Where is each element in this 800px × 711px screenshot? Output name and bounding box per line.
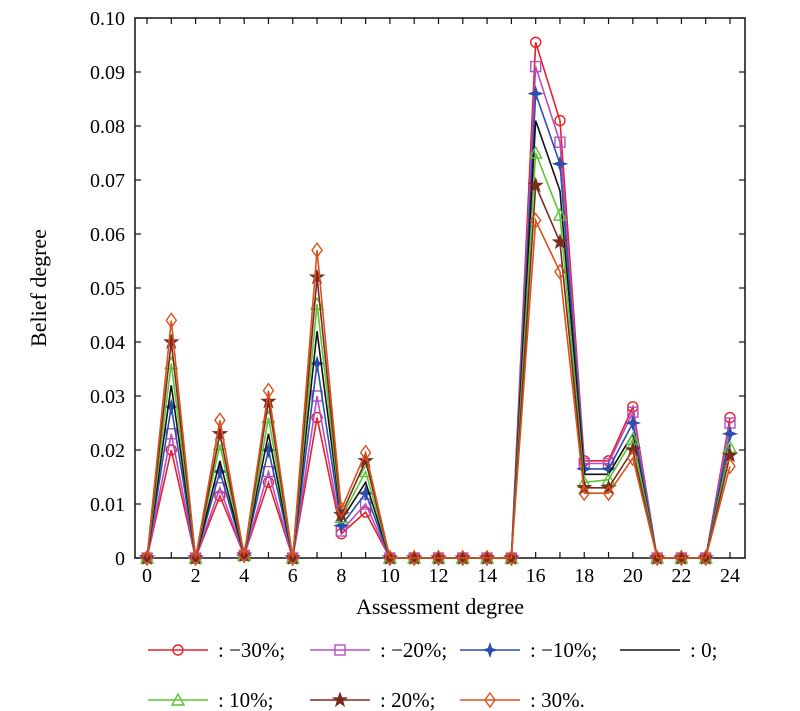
legend-label: : −20%; [380, 638, 447, 662]
data-point [308, 268, 326, 285]
data-point [214, 412, 226, 429]
data-point [211, 425, 229, 441]
data-point [651, 549, 663, 567]
data-point [141, 549, 153, 567]
data-point [529, 60, 542, 73]
legend-label: : 10%; [218, 688, 273, 711]
x-tick-label: 10 [380, 565, 400, 587]
legend-label: : 30%. [530, 688, 585, 711]
legend-entry: : −20%; [310, 638, 447, 662]
data-point [384, 549, 396, 567]
y-tick-label: 0.09 [90, 62, 125, 84]
y-tick-label: 0.10 [90, 8, 125, 30]
data-point [527, 85, 544, 102]
series-6 [141, 212, 736, 567]
legend-label: : −30%; [218, 638, 285, 662]
data-point [359, 506, 372, 518]
x-tick-label: 18 [574, 565, 594, 587]
x-axis-label: Assessment degree [356, 594, 524, 619]
data-point [408, 549, 421, 567]
data-point [554, 136, 566, 148]
data-point [624, 414, 642, 432]
legend-marker [481, 641, 499, 659]
data-point [626, 449, 639, 467]
y-tick-label: 0.06 [90, 224, 125, 246]
series-line [146, 217, 731, 559]
legend-entry: : 10%; [148, 688, 273, 711]
data-point [432, 549, 445, 567]
x-tick-label: 24 [720, 565, 740, 587]
x-tick-label: 22 [671, 565, 691, 587]
data-point [551, 233, 569, 250]
data-point [214, 490, 226, 502]
data-point [456, 549, 469, 567]
data-point [189, 549, 202, 567]
y-tick-label: 0.04 [90, 332, 125, 354]
y-axis-label: Belief degree [26, 229, 51, 347]
y-tick-label: 0.01 [90, 494, 125, 516]
y-tick-label: 0 [115, 548, 125, 570]
legend-label: : −10%; [530, 638, 597, 662]
data-point [505, 549, 518, 567]
data-point [578, 484, 591, 502]
data-point [554, 114, 566, 127]
data-point [675, 549, 688, 567]
data-point [724, 457, 736, 475]
data-point [529, 212, 542, 229]
data-point [262, 382, 275, 399]
y-tick-label: 0.07 [90, 170, 125, 192]
data-point [286, 549, 299, 567]
x-tick-label: 4 [239, 565, 249, 587]
data-point [260, 392, 277, 409]
data-point [212, 437, 228, 451]
legend-entry: : 30%. [460, 688, 585, 711]
data-point [699, 549, 712, 567]
legend-entry: : 20%; [310, 688, 435, 711]
data-point [238, 547, 251, 564]
data-point [481, 549, 493, 567]
legend-marker [172, 644, 184, 656]
data-point [311, 241, 323, 259]
data-point [552, 207, 568, 221]
legend-marker [331, 691, 349, 708]
x-tick-label: 20 [623, 565, 643, 587]
data-point [529, 36, 542, 48]
data-point [165, 312, 178, 329]
x-tick-label: 8 [336, 565, 346, 587]
data-point [165, 444, 177, 456]
data-point [527, 176, 544, 193]
legend-entry: : 0; [620, 638, 717, 662]
data-point [311, 411, 323, 424]
legend-marker [170, 692, 186, 706]
legend-marker [484, 691, 496, 709]
legend-label: : 0; [690, 638, 717, 662]
y-tick-label: 0.05 [90, 278, 125, 300]
legend-label: : 20%; [380, 688, 435, 711]
x-tick-label: 0 [142, 565, 152, 587]
legend-entry: : −30%; [148, 638, 285, 662]
data-point [262, 476, 275, 489]
data-point [551, 155, 569, 173]
x-tick-label: 12 [429, 565, 449, 587]
legend-marker [334, 644, 346, 656]
data-point [333, 517, 350, 534]
data-point [554, 263, 566, 281]
y-tick-label: 0.02 [90, 440, 125, 462]
y-tick-label: 0.08 [90, 116, 125, 138]
data-point [528, 145, 543, 159]
x-tick-label: 6 [288, 565, 298, 587]
x-tick-label: 16 [526, 565, 546, 587]
data-point [163, 333, 180, 350]
data-point [359, 444, 372, 461]
data-point [721, 425, 739, 443]
x-tick-label: 2 [191, 565, 201, 587]
legend-entry: : −10%; [460, 638, 597, 662]
y-tick-label: 0.03 [90, 386, 125, 408]
data-point [624, 441, 642, 458]
x-tick-label: 14 [477, 565, 497, 587]
data-point [335, 501, 348, 518]
data-point [602, 484, 615, 502]
